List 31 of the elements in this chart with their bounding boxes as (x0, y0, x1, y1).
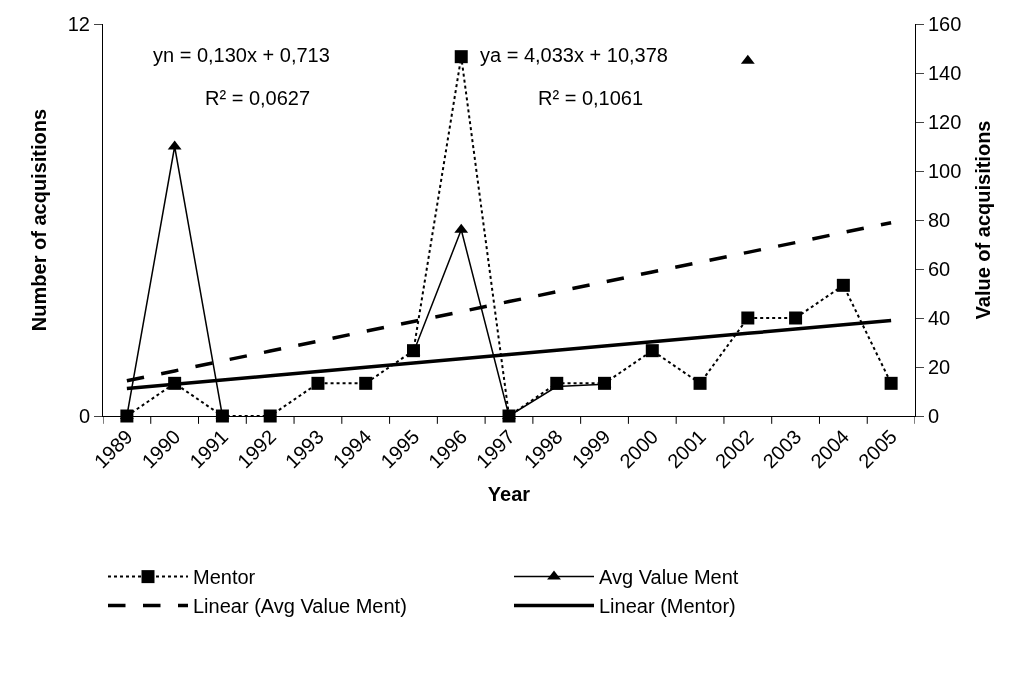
y2-tick-label: 0 (928, 405, 940, 427)
point (693, 376, 707, 390)
legend-label: Avg Value Ment (599, 566, 739, 589)
point (454, 50, 468, 64)
annotation: yn = 0,130x + 0,713 (153, 44, 330, 66)
point (311, 376, 325, 390)
y2-tick-label: 20 (928, 356, 951, 378)
y2-tick-label: 80 (928, 209, 951, 231)
annotation: ya = 4,033x + 10,378 (480, 44, 668, 66)
y2-tick-label: 120 (928, 111, 962, 133)
point (884, 376, 898, 390)
annotation: R² = 0,0627 (205, 87, 311, 109)
point (359, 376, 373, 390)
y2-tick-label: 40 (928, 307, 951, 329)
point (741, 311, 755, 325)
y-axis-title: Number of acquisitions (28, 108, 51, 332)
point (645, 344, 659, 358)
point (836, 278, 850, 292)
y-tick-label: 12 (67, 13, 90, 35)
legend-label: Linear (Mentor) (599, 595, 736, 618)
y2-tick-label: 160 (928, 13, 962, 35)
x-axis-title: Year (487, 482, 531, 505)
legend-label: Linear (Avg Value Ment) (193, 595, 407, 618)
point (263, 409, 277, 423)
y2-tick-label: 60 (928, 258, 951, 280)
legend-label: Mentor (193, 566, 256, 589)
point (789, 311, 803, 325)
y2-axis-title: Value of acquisitions (971, 120, 994, 320)
y2-tick-label: 140 (928, 62, 962, 84)
annotation: R² = 0,1061 (538, 87, 644, 109)
y2-tick-label: 100 (928, 160, 962, 182)
